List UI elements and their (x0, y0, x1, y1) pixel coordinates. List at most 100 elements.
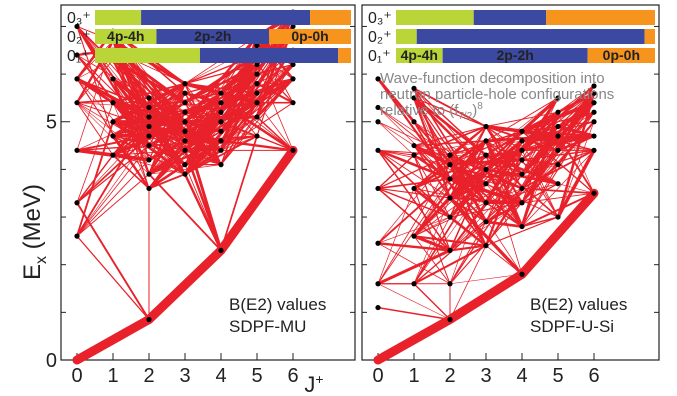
level-point (555, 109, 561, 115)
level-point (555, 162, 561, 168)
yrast-transition (373, 314, 455, 365)
annotation-line: B(E2) values (530, 295, 627, 314)
transition-line (521, 149, 559, 218)
transition-line (520, 96, 560, 133)
x-tick-label: 0 (372, 365, 383, 387)
transition-line (412, 96, 452, 200)
transition-line (184, 82, 222, 166)
level-point (146, 114, 152, 120)
level-point (182, 147, 188, 153)
yrast-transition (445, 269, 527, 324)
level-point (591, 109, 597, 115)
level-point (411, 85, 417, 91)
transition-line (256, 35, 294, 104)
decomposition-segment (338, 48, 351, 63)
transition-line (413, 87, 487, 204)
transition-line (484, 125, 524, 176)
decomposition-segment (156, 29, 270, 44)
decomposition-bars: 0₃⁺ 0₂⁺ 0₁⁺ 4p-4h 2p-2h 0p-0h (67, 10, 351, 65)
transition-line (413, 216, 451, 285)
y-axis-title-main: E (19, 264, 46, 280)
transition-line (148, 173, 222, 252)
transition-line (413, 235, 451, 285)
level-point (146, 316, 152, 323)
transition-line (112, 135, 186, 175)
level-point (218, 109, 224, 115)
level-point (110, 152, 116, 158)
level-point (375, 119, 381, 125)
level-point (591, 190, 597, 196)
transition-line (521, 149, 595, 190)
transition-line (485, 140, 523, 170)
transition-line (484, 139, 524, 228)
level-point (290, 76, 296, 82)
transition-line (256, 64, 294, 85)
level-point (74, 76, 80, 82)
level-point (411, 281, 417, 287)
transition-line (485, 125, 523, 190)
level-point (375, 185, 381, 192)
configuration-label: 2p-2h (496, 47, 533, 63)
transition-line (485, 140, 523, 189)
transition-line (220, 92, 258, 137)
transition-line (256, 102, 294, 151)
transition-line (557, 135, 595, 195)
level-point (254, 133, 260, 139)
level-point (375, 281, 381, 287)
transition-line (413, 283, 451, 321)
level-point (182, 119, 188, 125)
level-point (447, 247, 453, 254)
yrast-transition (216, 145, 298, 255)
transition-line (377, 121, 415, 156)
level-point (146, 133, 152, 139)
x-tick-label: 4 (215, 365, 226, 387)
transition-line (449, 163, 487, 247)
level-point (519, 147, 525, 153)
transition-line (413, 235, 487, 247)
level-point (182, 138, 188, 144)
transition-line (413, 154, 451, 252)
x-tick-label: 3 (179, 365, 190, 387)
level-point (519, 200, 525, 206)
transition-line (112, 82, 186, 104)
transition-line (184, 102, 222, 166)
level-point (74, 233, 80, 239)
transition-line (448, 153, 488, 224)
level-point (74, 200, 80, 206)
transition-line (449, 197, 487, 223)
yrast-transition (517, 188, 599, 279)
transition-line (557, 101, 595, 128)
transition-line (485, 126, 523, 151)
transition-line (220, 92, 294, 151)
level-point (555, 214, 561, 220)
transition-line (413, 87, 487, 128)
level-point (375, 76, 381, 82)
level-point (375, 104, 381, 111)
decomposition-segment (546, 10, 655, 25)
levels (375, 76, 597, 323)
y-tick-label: 0 (46, 350, 57, 372)
level-point (375, 240, 381, 246)
level-point (375, 147, 381, 153)
transition-line (412, 96, 488, 171)
transition-line (521, 149, 595, 161)
transition-line (557, 111, 595, 194)
decomposition-segment (95, 10, 142, 25)
transition-line (76, 173, 150, 237)
transition-line (448, 196, 524, 276)
level-point (411, 233, 417, 239)
transition-line (484, 168, 524, 228)
panel-frame (60, 4, 356, 361)
decomposition-segment (141, 10, 311, 25)
yrast-transition (72, 314, 154, 365)
x-tick-label: 0 (71, 365, 82, 387)
transition-line (413, 87, 487, 156)
transition-line (557, 85, 595, 151)
level-point (74, 52, 80, 58)
transition-line (220, 101, 258, 166)
transition-line (557, 92, 595, 127)
caption-line: relative to (f7/2)8 (380, 101, 483, 122)
transition-line (377, 149, 451, 252)
x-tick-label: 2 (444, 365, 455, 387)
level-point (519, 138, 525, 144)
